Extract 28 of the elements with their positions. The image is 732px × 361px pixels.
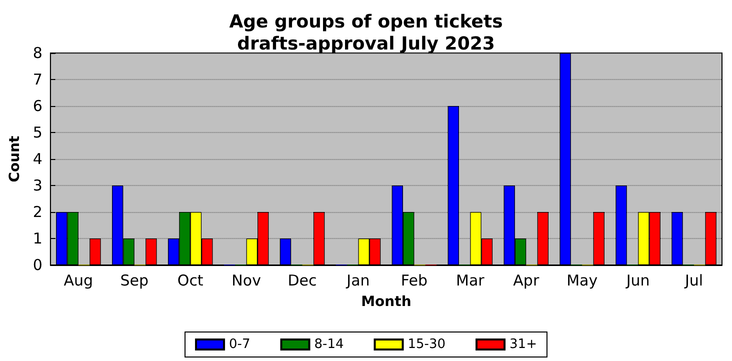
x-tick-label: Nov [232,272,262,290]
y-tick-label: 6 [32,97,42,115]
x-tick-label: Feb [400,272,428,290]
x-tick-label: May [566,272,598,290]
legend-label: 8-14 [314,337,344,352]
legend-label: 31+ [510,337,537,352]
x-tick-label: Apr [513,272,540,290]
y-tick-label: 1 [32,230,42,248]
x-tick-label: Sep [120,272,149,290]
y-tick-label: 2 [32,203,42,221]
x-tick-label: Mar [456,272,486,290]
x-tick-label: Jun [625,272,650,290]
legend-label: 0-7 [229,337,250,352]
x-axis-title: Month [361,294,412,310]
x-tick-label: Jul [684,272,704,290]
y-axis-title: Count [7,135,23,182]
y-tick-label: 7 [32,70,42,88]
y-tick-label: 5 [32,124,42,142]
chart-title: Age groups of open tickets drafts-approval July 2023 [229,12,503,54]
x-tick-label: Jan [346,272,370,290]
x-tick-label: Oct [177,272,204,290]
y-tick-label: 4 [32,150,42,168]
y-tick-label: 0 [32,256,42,274]
x-tick-label: Aug [64,272,94,290]
legend-label: 15-30 [408,337,446,352]
x-tick-label: Dec [288,272,317,290]
y-tick-label: 8 [32,44,42,62]
y-tick-label: 3 [32,176,42,194]
